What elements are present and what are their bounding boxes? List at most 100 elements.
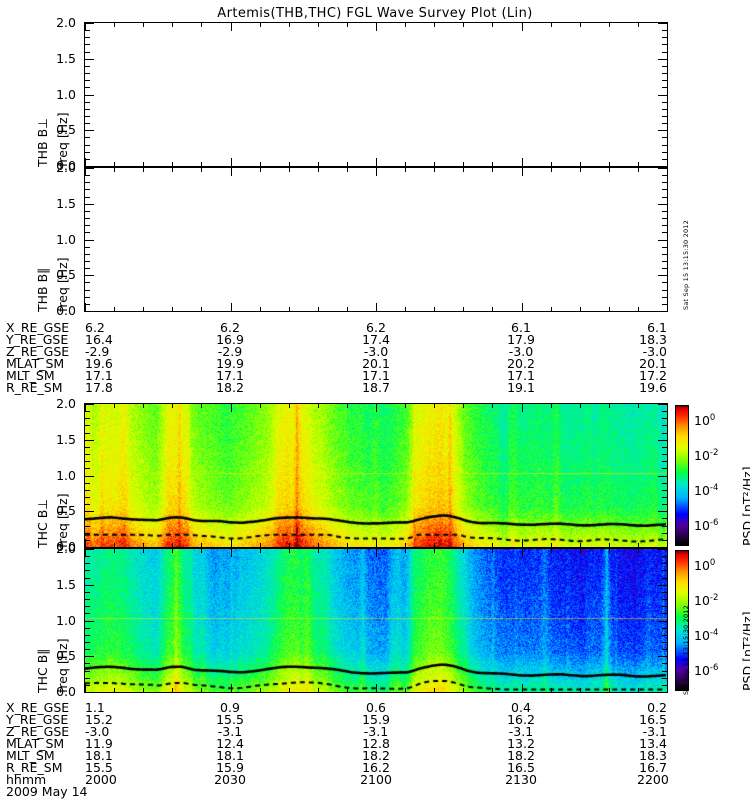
x-minor-tick (201, 543, 202, 547)
x-minor-tick (551, 543, 552, 547)
colorbar-tick-label: 100 (694, 413, 716, 429)
colorbar-tick-label: 10-4 (694, 483, 719, 499)
y-major-tick (85, 621, 94, 622)
y-major-tick (658, 311, 667, 312)
y-major-tick (85, 275, 94, 276)
y-minor-tick (85, 563, 90, 564)
x-major-tick (376, 158, 377, 166)
ephemeris-value: -3.1 (508, 724, 534, 739)
x-major-tick (376, 303, 377, 311)
ephemeris-value: -3.1 (363, 724, 389, 739)
x-minor-tick (114, 404, 115, 408)
x-minor-tick (434, 688, 435, 692)
panel-thb-bperp-yticklabels: 0.0 0.5 1.0 1.5 2.0 (0, 15, 80, 173)
y-minor-tick (662, 80, 667, 81)
x-major-tick (85, 168, 86, 176)
y-major-tick (658, 168, 667, 169)
x-minor-tick (463, 404, 464, 408)
x-minor-tick (172, 168, 173, 172)
x-minor-tick (260, 168, 261, 172)
x-major-tick (231, 404, 232, 412)
ephemeris-value: 2000 (85, 772, 117, 787)
ephemeris-value: 17.2 (639, 368, 667, 383)
x-minor-tick (551, 688, 552, 692)
ephemeris-value: 15.5 (216, 712, 244, 727)
y-minor-tick (85, 613, 90, 614)
y-minor-tick (85, 37, 90, 38)
y-minor-tick (85, 540, 90, 541)
y-minor-tick (85, 304, 90, 305)
x-minor-tick (463, 162, 464, 166)
y-minor-tick (662, 30, 667, 31)
y-tick-label: 1.0 (56, 232, 76, 247)
y-tick-label: 2.0 (56, 396, 76, 411)
y-minor-tick (662, 218, 667, 219)
panel-thc-bperp (84, 403, 668, 548)
x-minor-tick (405, 168, 406, 172)
y-major-tick (85, 476, 94, 477)
y-minor-tick (662, 504, 667, 505)
x-minor-tick (638, 23, 639, 27)
y-minor-tick (85, 109, 90, 110)
y-minor-tick (662, 533, 667, 534)
panel-thb-bperp-spacecraft-label: THB B⊥ (22, 22, 50, 167)
y-minor-tick (662, 497, 667, 498)
x-minor-tick (260, 549, 261, 553)
y-major-tick (658, 95, 667, 96)
y-minor-tick (85, 411, 90, 412)
y-major-tick (658, 511, 667, 512)
y-major-tick (85, 204, 94, 205)
ephemeris-value: 0.4 (511, 700, 531, 715)
y-minor-tick (85, 254, 90, 255)
y-minor-tick (85, 606, 90, 607)
thc-bperp-spectrogram (85, 404, 667, 547)
y-major-tick (658, 440, 667, 441)
y-minor-tick (85, 44, 90, 45)
x-minor-tick (260, 307, 261, 311)
panel-thb-bperp-yticks (84, 22, 668, 167)
ephemeris-value: 13.4 (639, 736, 667, 751)
y-major-tick (658, 656, 667, 657)
y-minor-tick (662, 642, 667, 643)
x-minor-tick (463, 543, 464, 547)
x-minor-tick (201, 404, 202, 408)
ephemeris-value: 0.2 (647, 700, 667, 715)
x-major-tick (231, 168, 232, 176)
y-minor-tick (85, 290, 90, 291)
ephemeris-value: 20.2 (507, 356, 535, 371)
thb-bpar-freq-label: freq [Hz] (55, 257, 70, 312)
y-minor-tick (662, 663, 667, 664)
y-major-tick (85, 547, 94, 548)
ephemeris-value: 6.2 (220, 320, 240, 335)
x-minor-tick (492, 307, 493, 311)
y-major-tick (85, 168, 94, 169)
y-minor-tick (662, 563, 667, 564)
y-minor-tick (662, 44, 667, 45)
thb-bperp-freq-label: freq [Hz] (55, 112, 70, 167)
x-minor-tick (289, 543, 290, 547)
colorbar-thc-bpar (675, 550, 689, 691)
ephemeris-value: -3.0 (85, 724, 110, 739)
y-minor-tick (662, 37, 667, 38)
y-major-tick (85, 130, 94, 131)
y-minor-tick (662, 159, 667, 160)
y-major-tick (85, 404, 94, 405)
y-major-tick (85, 59, 94, 60)
y-minor-tick (85, 504, 90, 505)
ephemeris-value: 0.9 (220, 700, 240, 715)
x-minor-tick (201, 549, 202, 553)
x-minor-tick (318, 162, 319, 166)
y-minor-tick (85, 297, 90, 298)
x-minor-tick (172, 23, 173, 27)
x-minor-tick (405, 162, 406, 166)
y-tick-label: 0.0 (56, 684, 76, 699)
y-minor-tick (662, 418, 667, 419)
x-minor-tick (172, 549, 173, 553)
y-minor-tick (85, 454, 90, 455)
x-minor-tick (114, 543, 115, 547)
y-major-tick (85, 240, 94, 241)
x-minor-tick (143, 307, 144, 311)
y-minor-tick (662, 261, 667, 262)
x-major-tick (667, 539, 668, 547)
y-minor-tick (85, 490, 90, 491)
